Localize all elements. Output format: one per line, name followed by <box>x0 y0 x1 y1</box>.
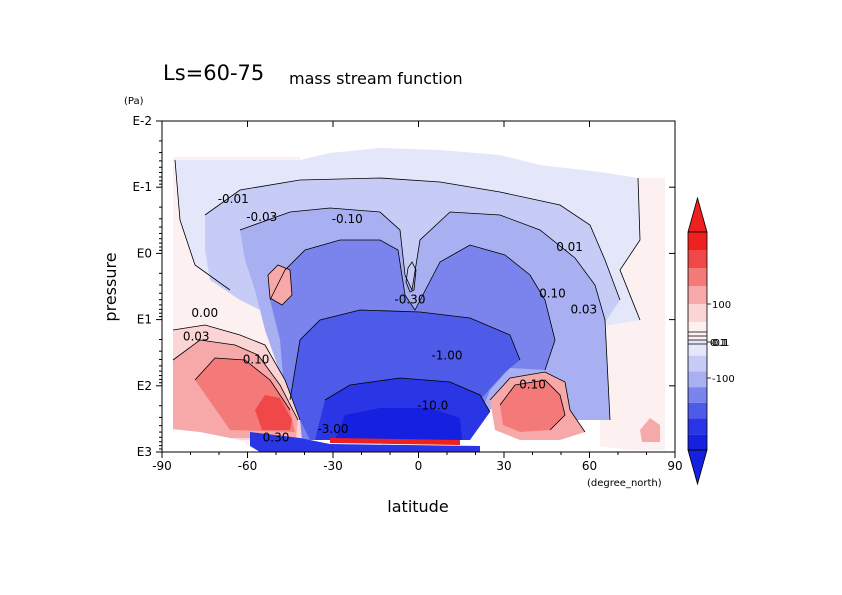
contour-line <box>405 261 417 293</box>
colorbar-frame <box>687 231 708 451</box>
below-ground-mask-right <box>590 445 675 452</box>
fill-pos-7 <box>640 418 660 442</box>
fill-pos-6 <box>500 380 565 432</box>
x-tick-label: -30 <box>323 459 343 473</box>
contour-label: 0.03 <box>570 302 597 316</box>
contour-line <box>267 264 293 306</box>
contour-line <box>269 239 556 371</box>
y-tick-label: E1 <box>137 313 152 327</box>
colorbar-segment <box>688 304 707 322</box>
x-tick-label: -90 <box>152 459 172 473</box>
contour-line <box>289 309 521 401</box>
y-axis-label: pressure <box>101 252 120 321</box>
contour-line <box>489 371 586 433</box>
contour-label: -0.03 <box>246 210 277 224</box>
contour-label: -0.30 <box>394 293 425 307</box>
contour-label: 0.03 <box>183 329 210 343</box>
x-tick-label: 90 <box>667 459 682 473</box>
colorbar-overlap-label: 0.1 <box>710 338 726 349</box>
contour-line <box>172 324 301 421</box>
colorbar-segment <box>688 286 707 304</box>
contour-labels: -0.01 -0.03 -0.10 0.01 -0.30 0.10 0.03 0.00 0.03… <box>183 192 597 444</box>
contour-label: 0.10 <box>519 377 546 391</box>
x-axis: -90 -60 -30 0 30 60 90 <box>152 121 683 473</box>
contour-line <box>172 339 299 421</box>
y-tick-label: E-1 <box>132 180 152 194</box>
fill-surface-neg <box>250 432 480 452</box>
chart-title: Ls=60-75 <box>163 61 264 85</box>
fill-surface-pos <box>330 438 460 445</box>
contour-line <box>174 159 231 291</box>
y-tick-label: E0 <box>137 246 152 260</box>
colorbar-tick-label: -100 <box>712 374 735 385</box>
x-axis-label: latitude <box>387 497 448 516</box>
colorbar-segment <box>688 387 707 403</box>
colorbar-segment <box>688 340 707 356</box>
contour-label: 0.01 <box>556 240 583 254</box>
fill-pos-4 <box>255 395 292 430</box>
colorbar-tick-label: 0.1 <box>712 338 728 349</box>
contour-label: 0.10 <box>243 352 270 366</box>
contour-label: -10.0 <box>417 399 448 413</box>
fill-neg-7 <box>335 408 462 440</box>
colorbar-top-arrow <box>687 196 708 233</box>
contour-lines <box>172 159 641 433</box>
contour-line <box>194 357 291 411</box>
chart-subtitle: mass stream function <box>289 69 463 88</box>
colorbar-segment <box>688 322 707 340</box>
contour-line <box>239 207 611 421</box>
colorbar-tick-label: 100 <box>712 300 731 311</box>
y-axis: E-2 E-1 E0 E1 E2 E3 <box>132 114 675 459</box>
contour-label: -1.00 <box>431 349 462 363</box>
colorbar-segment <box>688 355 707 372</box>
colorbar-segment <box>688 418 707 435</box>
below-ground-mask <box>162 428 260 452</box>
x-tick-label: -60 <box>238 459 258 473</box>
colorbar-segment <box>688 434 707 450</box>
contour-line <box>204 177 621 301</box>
contour-line <box>619 177 641 321</box>
colorbar-segment <box>688 268 707 286</box>
x-tick-label: 30 <box>496 459 511 473</box>
y-unit: (Pa) <box>124 96 144 107</box>
contour-line <box>324 377 491 413</box>
x-tick-label: 0 <box>415 459 423 473</box>
y-tick-label: E-2 <box>132 114 152 128</box>
contour-label: 0.10 <box>539 286 566 300</box>
x-unit: (degree_north) <box>587 478 662 489</box>
x-tick-label: 60 <box>582 459 597 473</box>
colorbar-overlap-label: -0.1 <box>710 338 730 349</box>
y-tick-label: E2 <box>137 379 152 393</box>
contour-label: 0.30 <box>263 430 290 444</box>
contour-line <box>499 379 566 431</box>
colorbar-segment <box>688 402 707 419</box>
colorbar-segment <box>688 371 707 388</box>
colorbar-segment <box>688 232 707 250</box>
contour-label: -3.00 <box>317 422 348 436</box>
contour-label: 0.00 <box>191 306 218 320</box>
y-tick-label: E3 <box>137 445 152 459</box>
colorbar-segment <box>688 250 707 268</box>
contour-label: -0.01 <box>218 192 249 206</box>
contour-label: -0.10 <box>332 212 363 226</box>
fill-pos-8 <box>268 265 292 305</box>
colorbar-bottom-arrow <box>687 449 708 486</box>
